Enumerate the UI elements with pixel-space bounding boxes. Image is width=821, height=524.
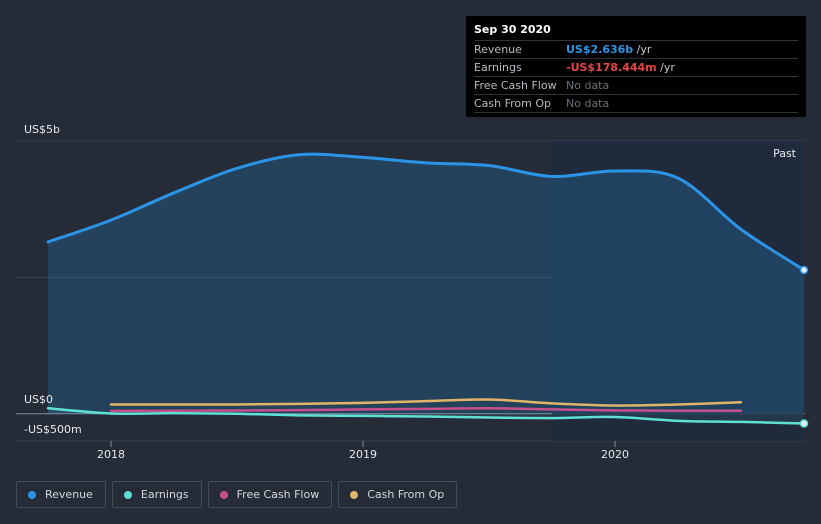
tooltip-label: Cash From Op <box>474 97 552 110</box>
free-cash-flow-line <box>109 407 743 413</box>
x-tick-label: 2020 <box>601 448 629 461</box>
past-label: Past <box>773 147 797 160</box>
tooltip-date: Sep 30 2020 <box>474 23 551 36</box>
tooltip-row-earnings: Earnings -US$178.444m /yr <box>474 58 798 76</box>
revenue-end-point[interactable] <box>799 265 809 275</box>
earnings-dot-icon <box>123 490 132 499</box>
tooltip-label: Free Cash Flow <box>474 79 557 92</box>
tooltip-row-cash-from-op: Cash From Op No data <box>474 94 798 113</box>
legend-label: Cash From Op <box>367 488 445 501</box>
tooltip-row-free-cash-flow: Free Cash Flow No data <box>474 76 798 94</box>
cash-from-op-line <box>109 398 743 407</box>
legend-label: Free Cash Flow <box>236 488 320 501</box>
cash-from-op-dot-icon <box>350 490 359 499</box>
tooltip-row-revenue: Revenue US$2.636b /yr <box>474 40 798 58</box>
tooltip-label: Earnings <box>474 61 522 74</box>
x-axis: 2018 2019 2020 <box>97 441 629 461</box>
y-label-bottom: -US$500m <box>24 423 82 436</box>
legend-label: Revenue <box>45 488 93 501</box>
tooltip-value: No data <box>566 79 610 92</box>
revenue-area <box>48 154 804 414</box>
series-layer <box>46 152 809 428</box>
revenue-line <box>46 152 806 272</box>
y-label-zero: US$0 <box>24 393 54 406</box>
tooltip-unit: /yr <box>656 61 675 74</box>
legend-free-cash-flow[interactable]: Free Cash Flow <box>207 481 333 508</box>
free-cash-flow-dot-icon <box>219 490 228 499</box>
tooltip-value: US$2.636b <box>566 43 634 56</box>
legend-revenue[interactable]: Revenue <box>16 481 106 508</box>
tooltip-value: -US$178.444m <box>566 61 657 74</box>
legend-earnings[interactable]: Earnings <box>111 481 202 508</box>
revenue-dot-icon <box>28 490 36 499</box>
earnings-line <box>46 407 806 425</box>
tooltip-label: Revenue <box>474 43 522 56</box>
legend-label: Earnings <box>140 488 189 501</box>
y-label-top: US$5b <box>24 123 61 136</box>
tooltip-value: No data <box>566 97 610 110</box>
tooltip: Sep 30 2020 Revenue US$2.636b /yr Earnin… <box>466 16 806 117</box>
legend-cash-from-op[interactable]: Cash From Op <box>338 481 458 508</box>
legend: Revenue Earnings Free Cash Flow Cash Fro… <box>16 481 458 508</box>
tooltip-unit: /yr <box>633 43 652 56</box>
past-region <box>552 141 804 441</box>
earnings-end-point[interactable] <box>799 419 809 428</box>
x-tick-label: 2018 <box>97 448 125 461</box>
x-tick-label: 2019 <box>349 448 377 461</box>
